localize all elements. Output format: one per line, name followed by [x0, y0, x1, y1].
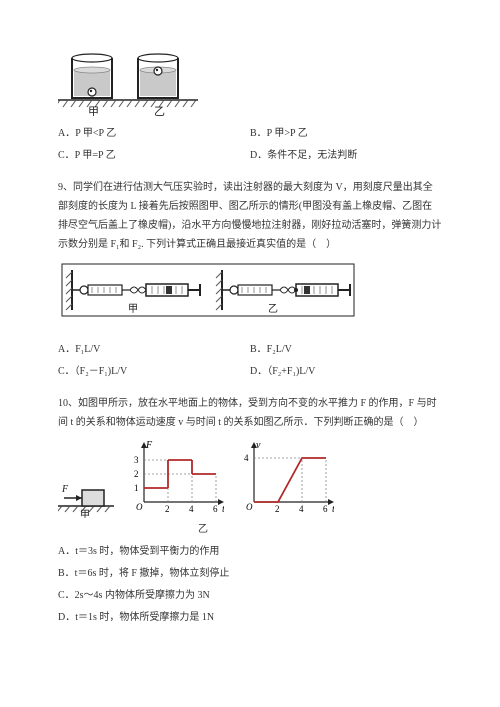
- svg-text:O: O: [246, 502, 253, 512]
- svg-text:2: 2: [165, 504, 170, 514]
- svg-text:6: 6: [213, 504, 218, 514]
- svg-text:乙: 乙: [154, 105, 165, 116]
- svg-text:3: 3: [134, 455, 139, 465]
- q10-graph-f: Ft O 2 4 6 1 2 3: [124, 438, 224, 518]
- q9-opt-d: D．（F₂+F₁)L/V: [250, 364, 442, 380]
- q9-opt-c: C．（F₂－F₁)L/V: [58, 364, 250, 380]
- q8-options-row1: A．P 甲<P 乙 B．P 甲>P 乙: [58, 126, 442, 142]
- q8-opt-d: D．条件不足，无法判断: [250, 148, 442, 164]
- svg-text:t: t: [332, 504, 334, 515]
- q8-options-row2: C．P 甲=P 乙 D．条件不足，无法判断: [58, 148, 442, 164]
- q10-figure: F 甲 Ft O 2 4 6 1 2 3 v t O 2 4 6 4: [58, 438, 442, 518]
- q10-text: 10、如图甲所示，放在水平地面上的物体，受到方向不变的水平推力 F 的作用，F …: [58, 394, 442, 432]
- svg-text:乙: 乙: [268, 303, 278, 315]
- q9-figure: 甲: [58, 260, 442, 332]
- q10-graph-v: v t O 2 4 6 4: [234, 438, 334, 518]
- q10-opt-c: C．2s～4s 内物体所受摩擦力为 3N: [58, 588, 442, 604]
- q8-opt-c: C．P 甲=P 乙: [58, 148, 250, 164]
- q8-opt-b: B．P 甲>P 乙: [250, 126, 442, 142]
- svg-text:v: v: [256, 440, 261, 451]
- svg-text:2: 2: [275, 504, 280, 514]
- q9-opt-b: B．F₂L/V: [250, 342, 442, 358]
- q9-options-row1: A．F₁L/V B．F₂L/V: [58, 342, 442, 358]
- svg-text:甲: 甲: [80, 510, 90, 518]
- svg-text:F: F: [145, 440, 153, 451]
- syringes-svg: 甲: [58, 260, 358, 332]
- q8-figure: 甲 乙: [58, 44, 442, 116]
- q10-label-right: 乙: [198, 522, 442, 538]
- q10-options: A．t＝3s 时，物体受到平衡力的作用 B．t＝6s 时，将 F 撤掉，物体立刻…: [58, 544, 442, 626]
- svg-text:6: 6: [323, 504, 328, 514]
- q10-opt-b: B．t＝6s 时，将 F 撤掉，物体立刻停止: [58, 566, 442, 582]
- svg-text:1: 1: [134, 483, 139, 493]
- svg-text:甲: 甲: [88, 106, 99, 116]
- q10-opt-d: D．t＝1s 时，物体所受摩擦力是 1N: [58, 610, 442, 626]
- beakers-svg: 甲 乙: [58, 44, 198, 116]
- q9-text: 9、同学们在进行估测大气压实验时，读出注射器的最大刻度为 V，用刻度尺量出其全部…: [58, 178, 442, 254]
- svg-text:2: 2: [134, 469, 139, 479]
- q10-block-svg: F 甲: [58, 470, 114, 518]
- svg-text:O: O: [136, 502, 143, 512]
- svg-text:4: 4: [244, 453, 249, 463]
- q8-opt-a: A．P 甲<P 乙: [58, 126, 250, 142]
- svg-text:4: 4: [189, 504, 194, 514]
- svg-text:F: F: [61, 484, 69, 495]
- q9-options-row2: C．（F₂－F₁)L/V D．（F₂+F₁)L/V: [58, 364, 442, 380]
- svg-text:甲: 甲: [128, 304, 138, 315]
- q9-opt-a: A．F₁L/V: [58, 342, 250, 358]
- svg-text:4: 4: [299, 504, 304, 514]
- q10-opt-a: A．t＝3s 时，物体受到平衡力的作用: [58, 544, 442, 560]
- svg-text:t: t: [222, 504, 224, 515]
